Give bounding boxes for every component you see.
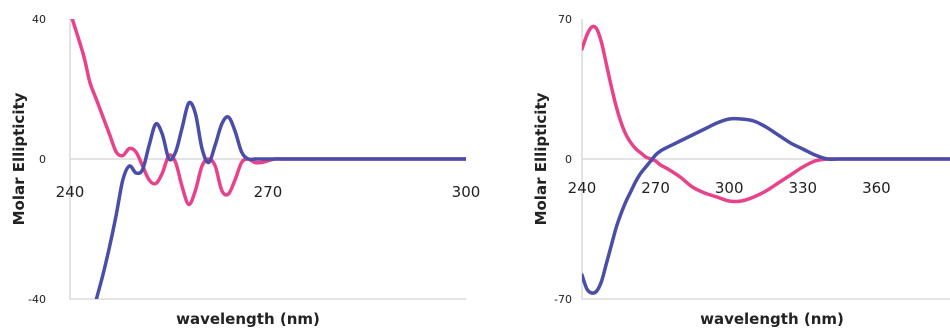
x-tick-label: 330 (788, 179, 817, 197)
series-line-magenta (70, 19, 466, 207)
chart-right: 70 0 -70 240 270 300 330 360 Molar Ellipticity wa… (532, 13, 950, 328)
x-axis-title: wavelength (nm) (700, 310, 844, 328)
chart-left: 40 0 -40 240 270 300 Molar Ellipticity waveleng… (10, 13, 481, 328)
y-axis-title: Molar Ellipticity (532, 92, 550, 225)
x-tick-label: 360 (862, 179, 891, 197)
y-tick-label: -40 (28, 293, 46, 306)
x-tick-label: 240 (56, 183, 85, 201)
y-tick-label: 40 (32, 13, 46, 26)
x-tick-label: 300 (715, 179, 744, 197)
x-tick-label: 270 (641, 179, 670, 197)
series-line-blue (94, 100, 466, 299)
x-axis-title: wavelength (nm) (176, 310, 320, 328)
y-tick-label: 70 (558, 13, 572, 26)
y-tick-label: 0 (39, 153, 46, 166)
y-axis-title: Molar Ellipticity (10, 92, 28, 225)
y-tick-label: 0 (565, 153, 572, 166)
series-line-blue (582, 116, 950, 295)
axis-frame (69, 19, 466, 300)
x-tick-label: 300 (452, 183, 481, 201)
x-tick-label: 240 (568, 179, 597, 197)
x-tick-label: 270 (254, 183, 283, 201)
axis-frame (581, 19, 950, 300)
series-line-magenta (582, 24, 950, 204)
y-tick-label: -70 (554, 293, 572, 306)
